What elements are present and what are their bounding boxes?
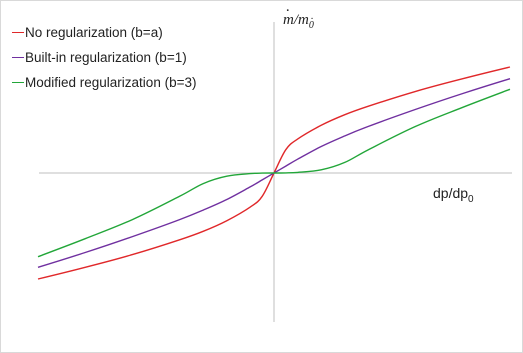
series-layer — [37, 66, 511, 280]
x-axis-label: dp/dp0 — [433, 185, 474, 205]
y-axis-label-subscript: 0 — [309, 20, 314, 31]
legend-item: No regularization (b=a) — [12, 20, 196, 45]
legend-item: Built-in regularization (b=1) — [12, 45, 196, 70]
y-axis-label: m/m0 — [283, 12, 314, 31]
legend-label: Built-in regularization (b=1) — [25, 50, 187, 65]
legend-label: Modified regularization (b=3) — [25, 75, 197, 90]
legend-swatch — [12, 57, 24, 58]
legend: No regularization (b=a) Built-in regular… — [12, 20, 196, 95]
x-axis-label-subscript: 0 — [468, 193, 474, 205]
series-line-3 — [37, 88, 511, 258]
legend-swatch — [12, 32, 24, 33]
legend-label: No regularization (b=a) — [25, 25, 163, 40]
y-axis-label-numerator: m/m — [283, 12, 309, 28]
x-axis-label-text: dp/dp — [433, 185, 469, 201]
legend-swatch — [12, 82, 24, 83]
legend-item: Modified regularization (b=3) — [12, 70, 196, 95]
